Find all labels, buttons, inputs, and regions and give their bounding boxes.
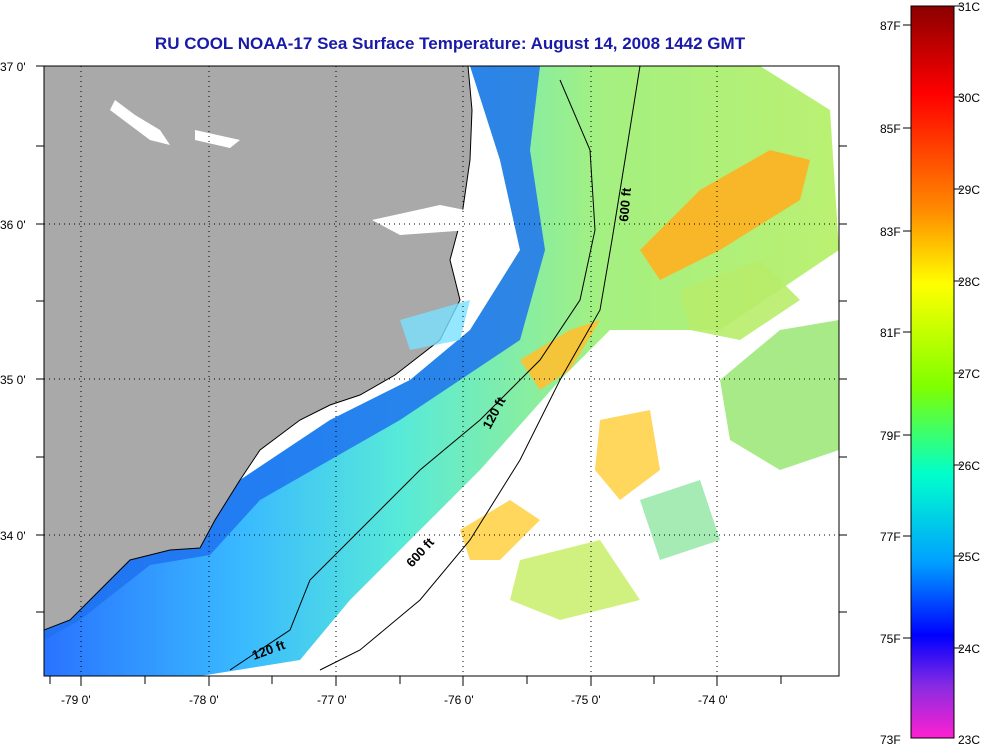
colorbar-f-label: 81F (880, 326, 901, 340)
sound-water (372, 205, 490, 235)
lat-label: 37 0' (0, 60, 26, 74)
axis-ticks (36, 65, 847, 686)
warm-water (520, 320, 600, 390)
colorbar-f-label: 77F (880, 530, 901, 544)
lon-label: -74 0' (698, 693, 728, 707)
inland-water (110, 100, 170, 145)
colorbar-c-label: 30C (958, 91, 980, 105)
colorbar-c-label: 31C (958, 0, 980, 14)
warm-water (460, 500, 540, 560)
offshore-water (640, 480, 720, 560)
colorbar-c-label: 23C (958, 733, 980, 747)
graticule (44, 66, 839, 676)
inland-water (195, 130, 240, 148)
colorbar-f-label: 73F (880, 733, 901, 747)
colorbar-c-label: 26C (958, 459, 980, 473)
lon-label: -77 0' (317, 693, 347, 707)
lon-label: -75 0' (571, 693, 601, 707)
warm-water (595, 410, 660, 500)
offshore-water (510, 540, 640, 620)
lon-label: -78 0' (189, 693, 219, 707)
lon-label: -76 0' (444, 693, 474, 707)
colorbar-c-label: 25C (958, 550, 980, 564)
colorbar-f-label: 79F (880, 429, 901, 443)
colorbar-f-label: 87F (880, 19, 901, 33)
lat-label: 35 0' (0, 373, 26, 387)
offshore-water (680, 260, 800, 340)
colorbar-c-label: 28C (958, 275, 980, 289)
lat-label: 36 0' (0, 218, 26, 232)
colorbar-f-label: 83F (880, 225, 901, 239)
sound-water (400, 300, 470, 350)
contour-label: 600 ft (616, 186, 634, 222)
land-mass (44, 66, 473, 631)
contour-120ft (229, 79, 596, 671)
colorbar-ticks (903, 5, 962, 649)
colorbar-c-label: 24C (958, 642, 980, 656)
colorbar-f-label: 85F (880, 122, 901, 136)
lat-label: 34 0' (0, 529, 26, 543)
map-title: RU COOL NOAA-17 Sea Surface Temperature:… (154, 34, 746, 53)
colorbar-c-label: 27C (958, 367, 980, 381)
colorbar-f-label: 75F (880, 632, 901, 646)
offshore-water (720, 320, 839, 470)
lon-label: -79 0' (61, 693, 91, 707)
colorbar-c-label: 29C (958, 183, 980, 197)
warm-water (640, 150, 810, 280)
contour-600ft (319, 66, 641, 671)
colorbar (910, 5, 955, 739)
map-frame (43, 65, 840, 677)
